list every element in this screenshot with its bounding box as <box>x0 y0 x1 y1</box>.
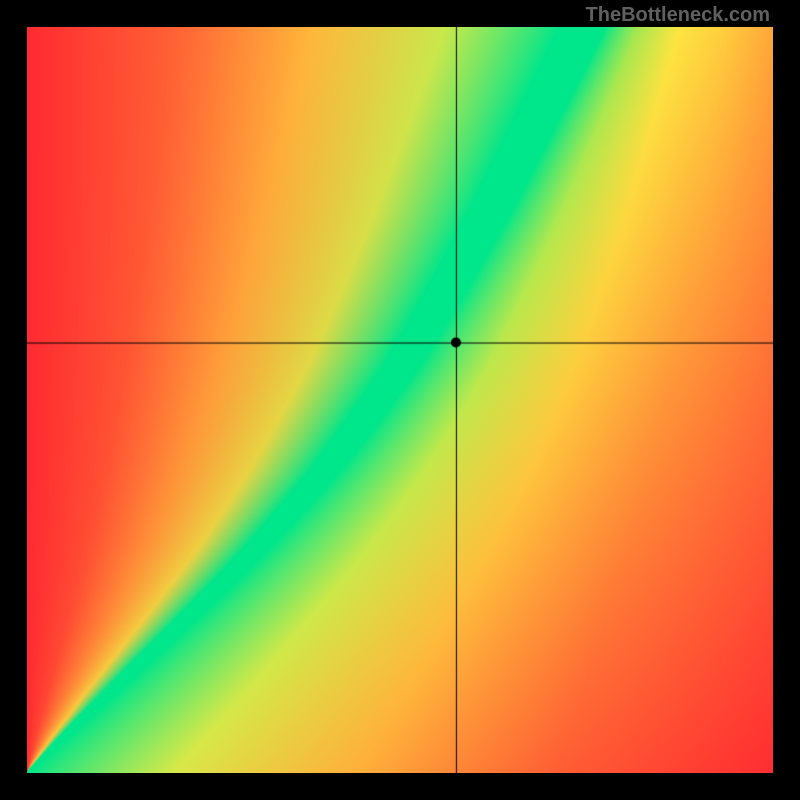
heatmap-container <box>27 27 773 773</box>
bottleneck-heatmap <box>27 27 773 773</box>
watermark-text: TheBottleneck.com <box>586 4 770 27</box>
